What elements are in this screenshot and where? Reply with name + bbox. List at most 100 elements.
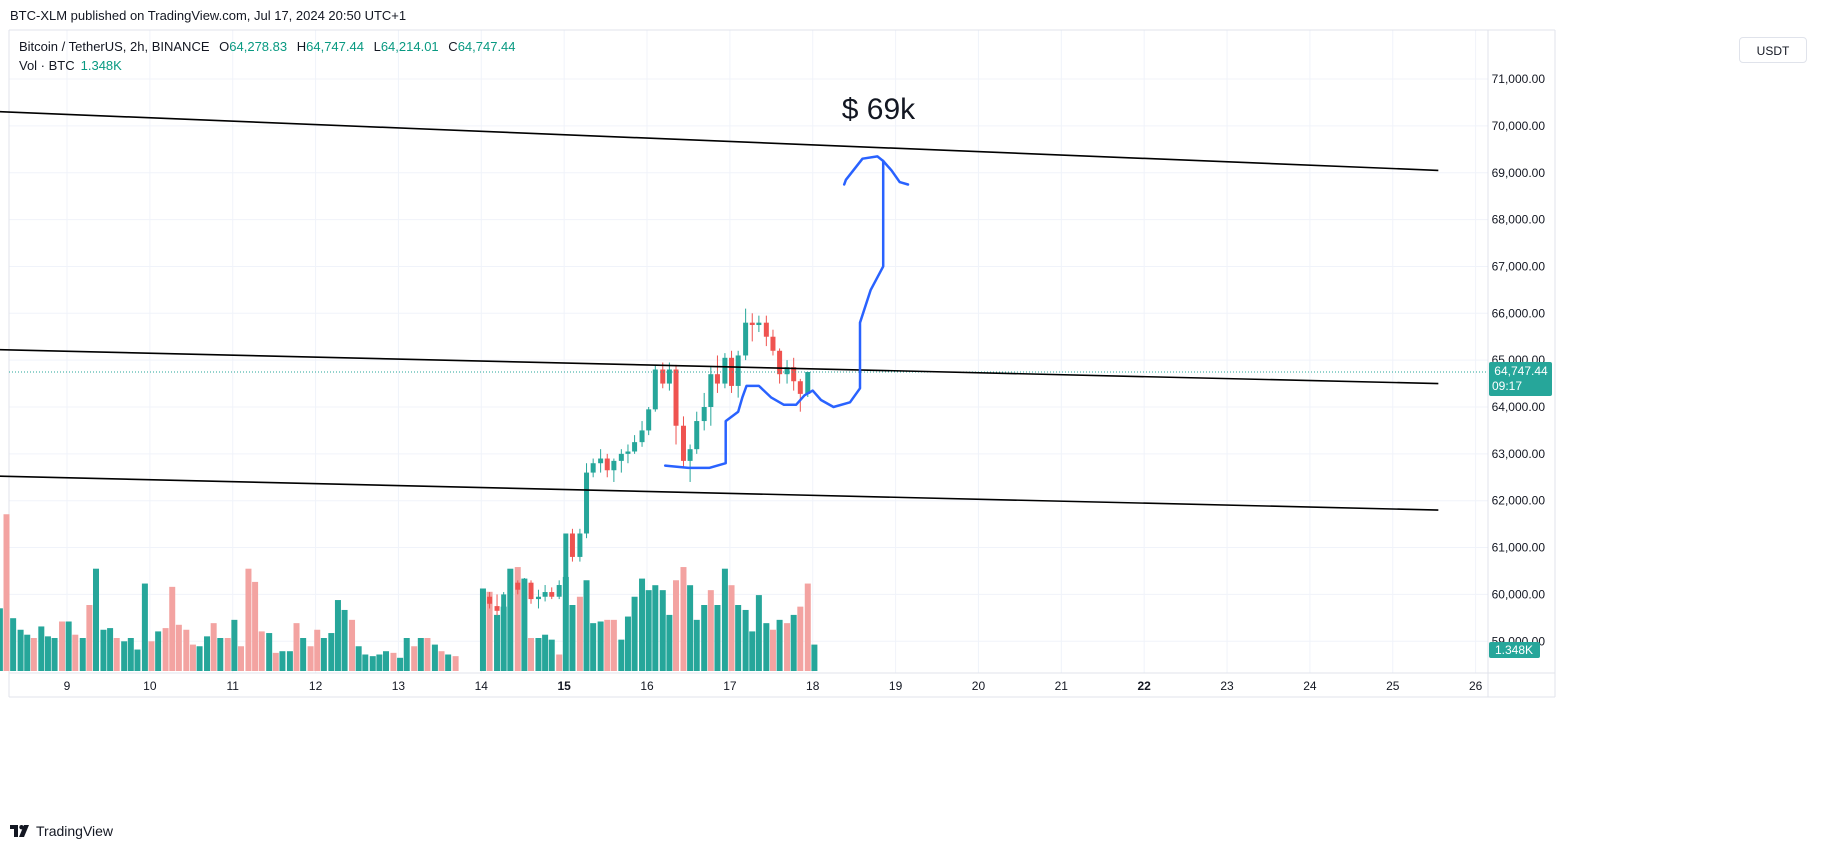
last-volume-badge: [1489, 642, 1540, 658]
volume-bar: [10, 618, 17, 671]
volume-bar: [403, 638, 410, 671]
time-tick-label: 19: [889, 679, 903, 693]
volume-bar: [556, 654, 563, 671]
volume-label[interactable]: Vol · BTC: [19, 58, 75, 73]
volume-bar: [328, 633, 335, 671]
candle-body: [646, 409, 652, 431]
volume-bar: [286, 651, 293, 671]
volume-bar: [639, 578, 646, 671]
open-label: O: [219, 39, 230, 54]
currency-button[interactable]: USDT: [1739, 37, 1807, 63]
volume-bar: [204, 636, 211, 671]
volume-bar: [618, 639, 625, 671]
volume-bar: [3, 514, 10, 671]
volume-bar: [645, 590, 652, 671]
volume-bar: [397, 657, 404, 671]
tradingview-branding[interactable]: TradingView: [10, 823, 113, 839]
candle-body: [507, 582, 513, 595]
trend-line: [0, 348, 1439, 385]
candle-body: [652, 369, 658, 410]
volume-bar: [245, 568, 252, 671]
candle-body: [604, 458, 610, 471]
time-tick-label: 10: [143, 679, 157, 693]
candle-body: [714, 374, 720, 384]
candle-body: [729, 357, 735, 386]
volume-bar: [631, 596, 638, 671]
candle-body: [515, 582, 521, 590]
volume-bar: [141, 583, 148, 671]
volume-bar: [183, 629, 190, 671]
volume-bar: [542, 634, 549, 671]
volume-bar: [673, 580, 680, 671]
volume-bar: [763, 623, 770, 671]
volume-bar: [320, 638, 327, 671]
price-tick-label: 69,000.00: [1492, 166, 1546, 180]
volume-bar: [293, 623, 300, 671]
volume-bar: [500, 606, 507, 671]
volume-bar: [162, 628, 169, 671]
volume-bar: [390, 652, 397, 671]
candle-body: [528, 582, 534, 600]
volume-bar: [666, 614, 673, 671]
volume-bar: [0, 608, 3, 671]
volume-bar: [680, 567, 687, 671]
volume-bar: [548, 639, 555, 671]
candle-body: [480, 596, 486, 609]
volume-bar: [266, 633, 273, 671]
time-tick-label: 21: [1055, 679, 1069, 693]
volume-bar: [583, 580, 590, 671]
volume-bar: [169, 586, 176, 671]
low-label: L: [373, 39, 381, 54]
symbol-title[interactable]: Bitcoin / TetherUS, 2h, BINANCE: [19, 39, 210, 54]
candle-body: [735, 355, 741, 386]
volume-bar: [231, 619, 238, 671]
volume-bar: [721, 568, 728, 671]
volume-bar: [355, 646, 362, 671]
volume-bar: [17, 629, 24, 671]
volume-bar: [376, 654, 383, 671]
candle-body: [791, 367, 797, 382]
high-label: H: [296, 39, 307, 54]
volume-bar: [300, 638, 307, 671]
volume-bar: [252, 581, 259, 671]
volume-bar: [59, 621, 66, 671]
volume-bar: [30, 638, 37, 671]
volume-bar: [742, 609, 749, 671]
candle-body: [563, 533, 569, 586]
price-tick-label: 70,000.00: [1492, 119, 1546, 133]
volume-bar: [148, 641, 155, 671]
candle-body: [577, 533, 583, 557]
candle-body: [521, 582, 527, 590]
volume-bar: [107, 628, 114, 671]
volume-bar: [196, 646, 203, 671]
volume-bar: [811, 644, 818, 671]
volume-bar: [362, 654, 369, 671]
volume-bar: [127, 638, 134, 671]
candle-body: [680, 425, 686, 461]
volume-bar: [804, 583, 811, 671]
volume-bar: [693, 619, 700, 671]
volume-bar: [597, 621, 604, 671]
volume-bar: [341, 609, 348, 671]
volume-bar: [217, 638, 224, 671]
volume-bar: [383, 651, 390, 671]
volume-bar: [784, 623, 791, 671]
volume-bar: [72, 634, 79, 671]
volume-bar: [687, 585, 694, 671]
volume-bar: [479, 588, 486, 671]
time-tick-label: 14: [475, 679, 489, 693]
candle-body: [673, 369, 679, 426]
price-tick-label: 62,000.00: [1492, 494, 1546, 508]
volume-bar: [755, 595, 762, 671]
volume-bar: [714, 605, 721, 671]
volume-bar: [728, 585, 735, 671]
time-tick-label: 20: [972, 679, 986, 693]
volume-bar: [258, 631, 265, 671]
candle-body: [556, 585, 562, 597]
volume-legend: Vol · BTC 1.348K: [19, 58, 122, 73]
candle-body: [797, 381, 803, 394]
candle-body: [743, 322, 749, 356]
time-tick-label: 16: [640, 679, 654, 693]
candle-body: [590, 463, 596, 473]
